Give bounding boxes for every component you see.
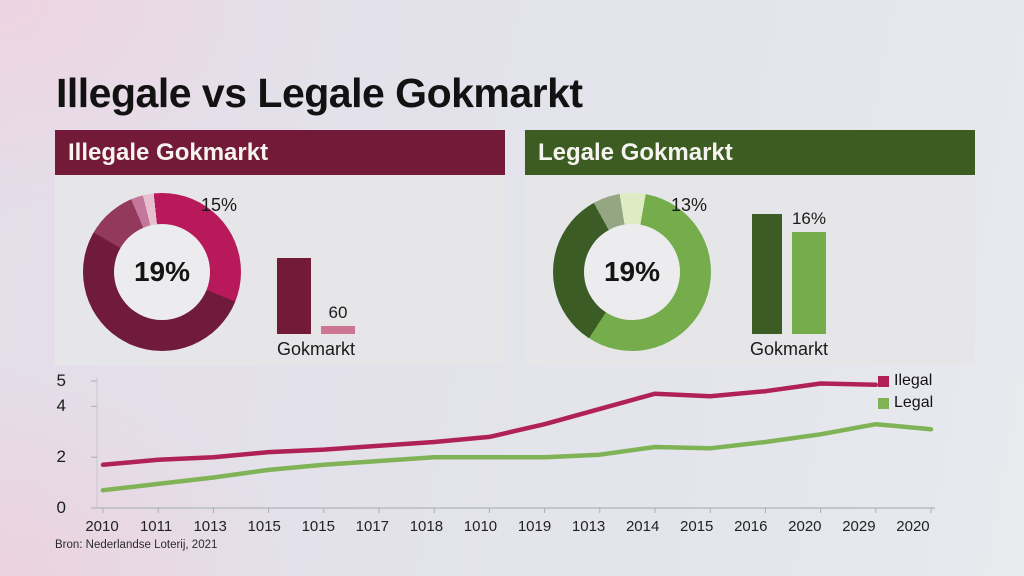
bar-rect <box>791 232 826 334</box>
x-axis-tick-label: 2029 <box>842 518 876 535</box>
x-axis-tick-label: 1013 <box>193 518 227 535</box>
donut-center-label: 19% <box>603 256 661 287</box>
x-axis-tick-label: 1018 <box>409 518 444 535</box>
source-note: Bron: Nederlandse Loterij, 2021 <box>55 539 218 551</box>
x-axis-tick-label: 1015 <box>247 518 281 535</box>
x-axis-tick-label: 1010 <box>463 518 498 535</box>
x-axis-tick-label: 1015 <box>301 518 335 535</box>
line-chart-plot <box>91 377 935 513</box>
x-axis-tick-label: 1011 <box>139 518 173 535</box>
x-axis-tick-label: 2020 <box>788 518 822 535</box>
panel-legale-body: 19% 13% 16% Gokmarkt <box>525 175 975 365</box>
bar-chart-x-label: Gokmarkt <box>276 339 355 359</box>
x-axis-tick-label: 2010 <box>85 518 119 535</box>
donut-hole: 19% <box>114 224 210 320</box>
legend-label: Legal <box>894 394 934 411</box>
x-axis-tick-label: 2020 <box>896 518 930 535</box>
page-title: Illegale vs Legale Gokmarkt <box>56 70 583 116</box>
bar-chart-legale: 16% <box>752 209 826 334</box>
dark-green-bar <box>752 209 782 334</box>
y-axis-tick-label: 4 <box>56 396 66 415</box>
x-axis-labels: 2010 1011 1013 1015 1015 1017 1018 1010 1019 1013… <box>75 518 940 535</box>
legend-label: Ilegal <box>894 372 933 389</box>
panel-illegale-gokmarkt: Illegale Gokmarkt 19% 15% 60 Gokmarkt <box>55 130 505 365</box>
apple-green-bar: 16% <box>791 209 826 334</box>
y-axis-tick-label: 5 <box>56 371 66 390</box>
donut-chart-legale: 19% <box>553 193 711 351</box>
donut-callout-label: 15% <box>201 195 238 215</box>
bar-rect <box>752 214 782 334</box>
bar-value-label: 60 <box>328 302 348 322</box>
dark-maroon-bar <box>277 209 311 334</box>
panel-illegale-header: Illegale Gokmarkt <box>55 130 505 175</box>
legal-series-swatch-icon <box>878 397 889 409</box>
donut-center-label: 19% <box>133 256 191 287</box>
panel-legale-header-label: Legale Gokmarkt <box>538 139 733 166</box>
bar-chart-x-label: Gokmarkt <box>749 339 828 359</box>
panel-illegale-header-label: Illegale Gokmarkt <box>68 139 269 166</box>
pink-bar: 60 <box>321 209 355 334</box>
y-axis-tick-label: 0 <box>56 498 66 517</box>
panel-legale-gokmarkt: Legale Gokmarkt 19% 13% 16% Gokmarkt <box>525 130 975 365</box>
donut-hole: 19% <box>584 224 680 320</box>
line-chart: 5 4 2 0 2010 1011 1013 1015 1015 1017 1018 1010… <box>40 371 990 547</box>
bar-rect <box>321 325 355 334</box>
bar-value-label: 16% <box>791 209 826 228</box>
x-axis-tick-label: 1013 <box>571 518 606 535</box>
ilegal-series-swatch-icon <box>878 375 889 387</box>
x-axis-tick-label: 2015 <box>680 518 714 535</box>
panel-illegale-body: 19% 15% 60 Gokmarkt <box>55 175 505 365</box>
x-axis-tick-label: 2016 <box>734 518 768 535</box>
bar-rect <box>277 257 311 334</box>
y-axis-tick-label: 2 <box>56 447 66 466</box>
x-axis-tick-label: 1017 <box>355 518 390 535</box>
chart-legend: Ilegal Legal <box>878 372 933 416</box>
panel-legale-header: Legale Gokmarkt <box>525 130 975 175</box>
legend-item-legal: Legal <box>878 394 933 412</box>
x-axis-tick-label: 1019 <box>517 518 552 535</box>
donut-chart-illegale: 19% <box>83 193 241 351</box>
legend-item-ilegal: Ilegal <box>878 372 933 390</box>
donut-callout-label: 13% <box>671 195 708 215</box>
bar-chart-illegale: 60 <box>277 209 355 334</box>
x-axis-tick-label: 2014 <box>625 518 660 535</box>
